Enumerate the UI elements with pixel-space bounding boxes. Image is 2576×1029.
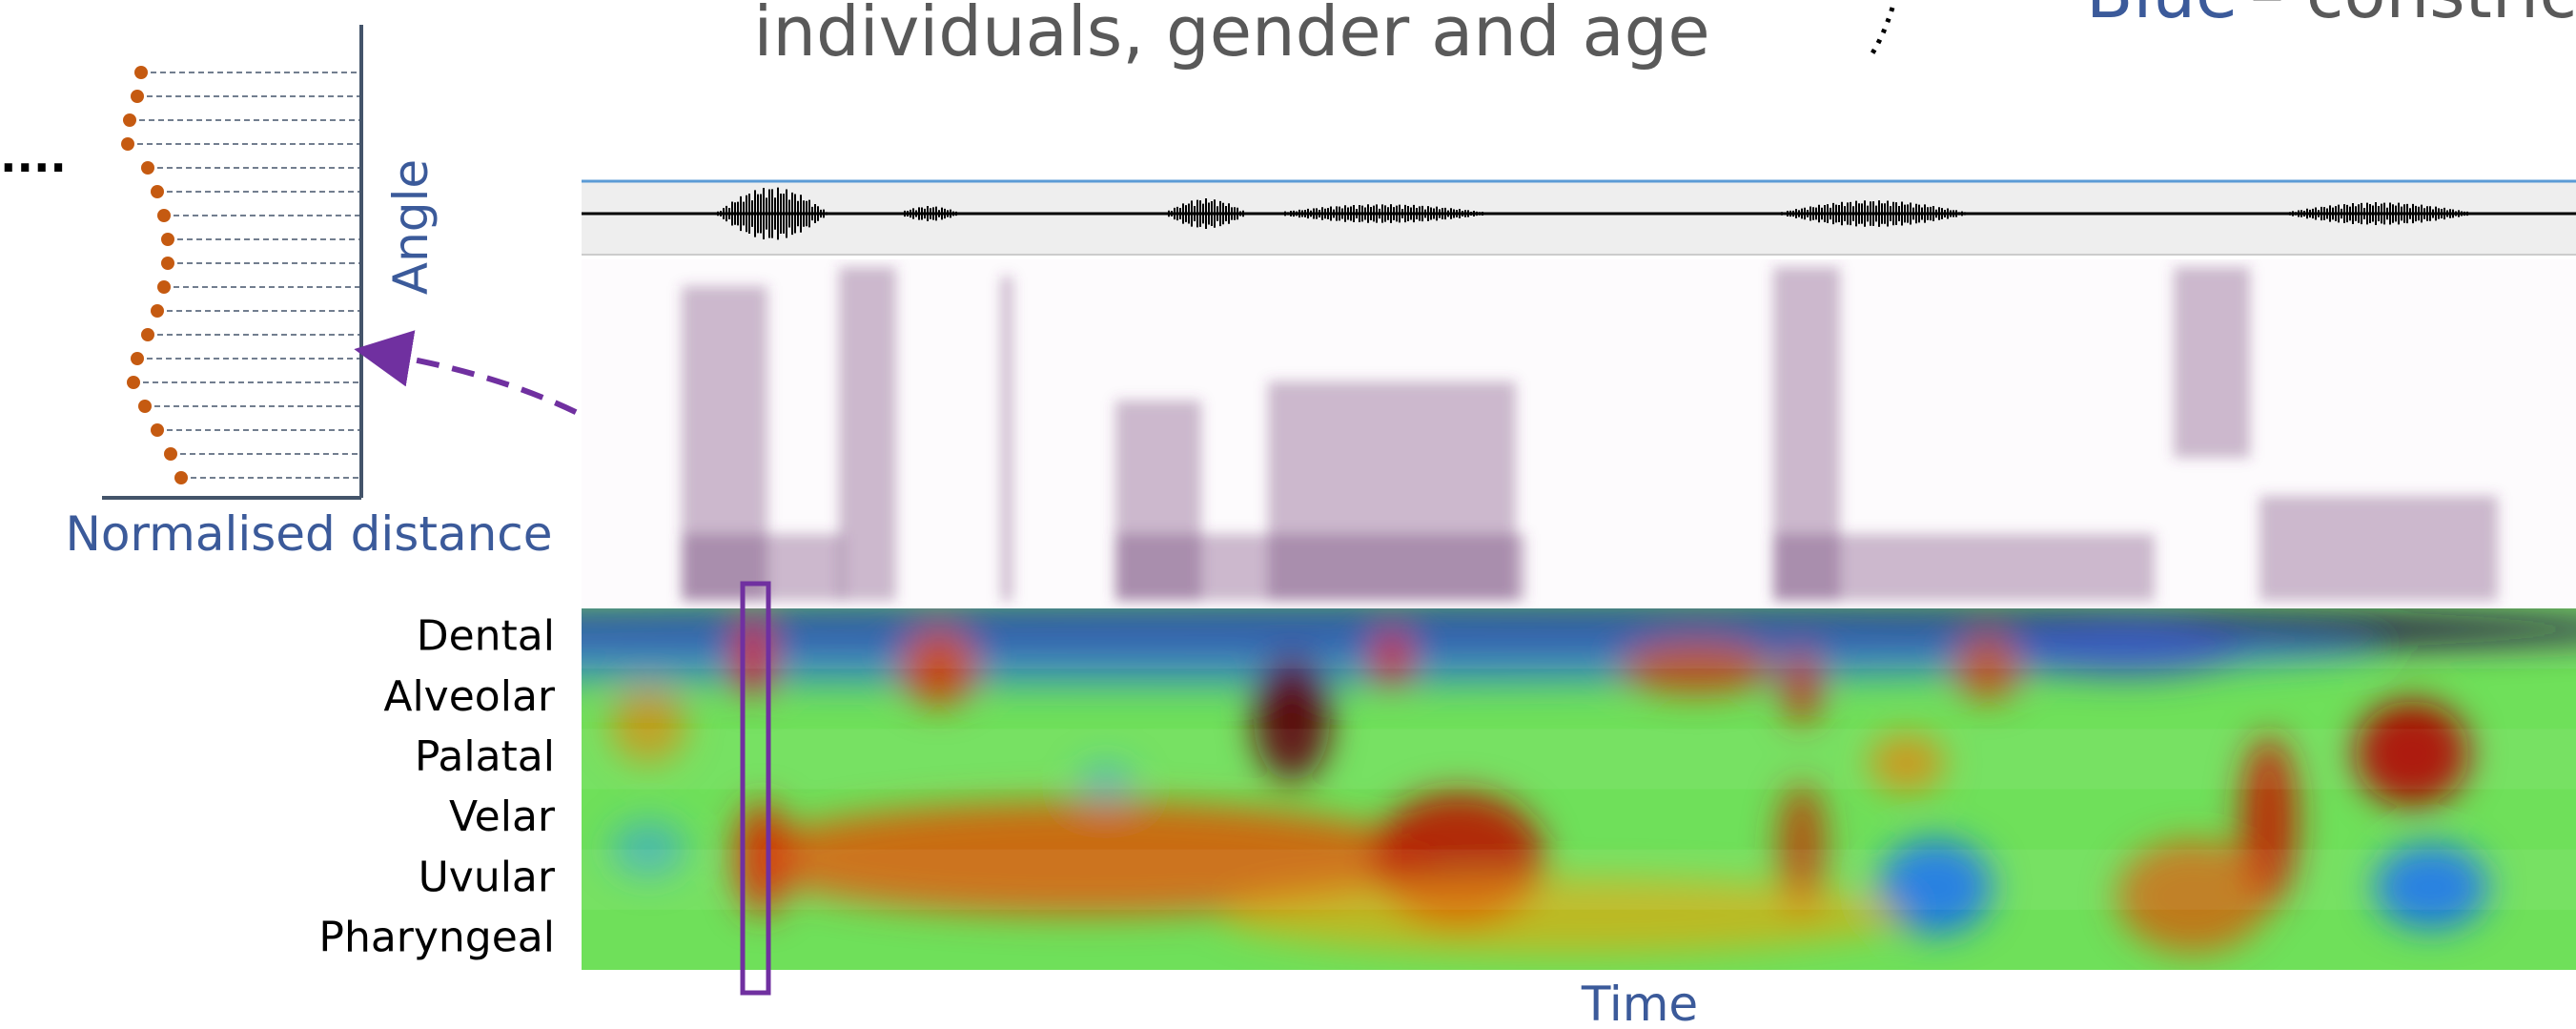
caption: individuals, gender and age [753, 0, 1709, 72]
heat-blob [1869, 734, 1945, 792]
heat-blob [2116, 839, 2269, 954]
profile-dot [151, 185, 164, 198]
legend-note: – constricted [2250, 0, 2576, 33]
time-label: Time [1581, 977, 1698, 1025]
spectrogram-energy [1773, 534, 2155, 601]
heat-blob [1954, 634, 2021, 701]
heat-blob [1371, 631, 1413, 685]
profile-dot [121, 137, 134, 151]
row-band [582, 608, 2576, 669]
profile-dot [164, 447, 177, 461]
heat-blob [1077, 763, 1135, 801]
wave-burst [2280, 202, 2477, 225]
profile-dot [157, 280, 171, 294]
row-band [582, 849, 2576, 910]
spectrogram-energy [1115, 534, 1525, 601]
dotted-curve [1866, 7, 1895, 61]
heat-blob [2355, 701, 2469, 806]
heat-blob [1778, 782, 1826, 916]
wave-burst [1165, 198, 1247, 229]
row-label: Palatal [415, 732, 555, 781]
profile-dot [141, 328, 154, 341]
profile-dot [161, 257, 174, 270]
spectrogram-energy [839, 267, 896, 601]
heat-blob [582, 610, 2383, 687]
heat-blob [1220, 877, 1907, 954]
y-axis-label: Angle [383, 159, 439, 295]
row-label: Velar [449, 792, 556, 841]
row-label: Alveolar [383, 672, 556, 721]
spectrogram [682, 267, 2498, 601]
row-band [582, 729, 2576, 790]
wave-burst [1270, 204, 1495, 223]
profile-dot [174, 471, 188, 484]
profile-dot [134, 66, 148, 79]
profile-dot [131, 90, 144, 103]
profile-dot [123, 113, 136, 127]
spectrogram-energy [2174, 267, 2250, 458]
row-label: Uvular [419, 853, 556, 901]
heat-blob [1878, 839, 1993, 935]
waveform [582, 187, 2576, 240]
heat-blob [610, 687, 686, 763]
heat-blob [734, 801, 791, 916]
heat-blob [1621, 641, 1773, 694]
profile-dot [138, 400, 152, 413]
heat-blob [2240, 734, 2298, 906]
spectrogram-energy [682, 534, 844, 601]
profile-dot [151, 304, 164, 318]
heat-blob [2012, 620, 2240, 677]
spectrogram-energy [1001, 277, 1012, 601]
heat-blob [901, 629, 977, 706]
highlight-frame [740, 581, 771, 996]
x-axis-label: Normalised distance [65, 506, 552, 562]
heat-blob [1254, 658, 1330, 782]
row-label: Dental [417, 612, 555, 661]
profile-dot [157, 209, 171, 222]
heat-blob [2374, 844, 2488, 930]
heatmap [582, 608, 2576, 954]
spectrogram-energy [2259, 496, 2498, 601]
wave-burst [1775, 200, 1972, 227]
profile-dot [151, 423, 164, 437]
profile-dot [127, 376, 140, 389]
legend-color-word: Blue [2086, 0, 2238, 33]
heat-blob [744, 801, 1430, 916]
ellipsis: .... [0, 131, 67, 182]
row-labels: Dental Alveolar Palatal Velar Uvular Pharynge… [318, 612, 556, 962]
wave-burst [898, 206, 963, 221]
wave-burst [717, 187, 828, 240]
profile-dot [141, 161, 154, 175]
waveform-panel [582, 181, 2576, 255]
heat-blob [610, 820, 686, 877]
profile-dot [131, 352, 144, 365]
profile-dot [161, 233, 174, 246]
heat-blob [1783, 648, 1821, 725]
profile-plot: Angle Normalised distance [65, 25, 553, 562]
row-label: Pharyngeal [318, 913, 555, 961]
